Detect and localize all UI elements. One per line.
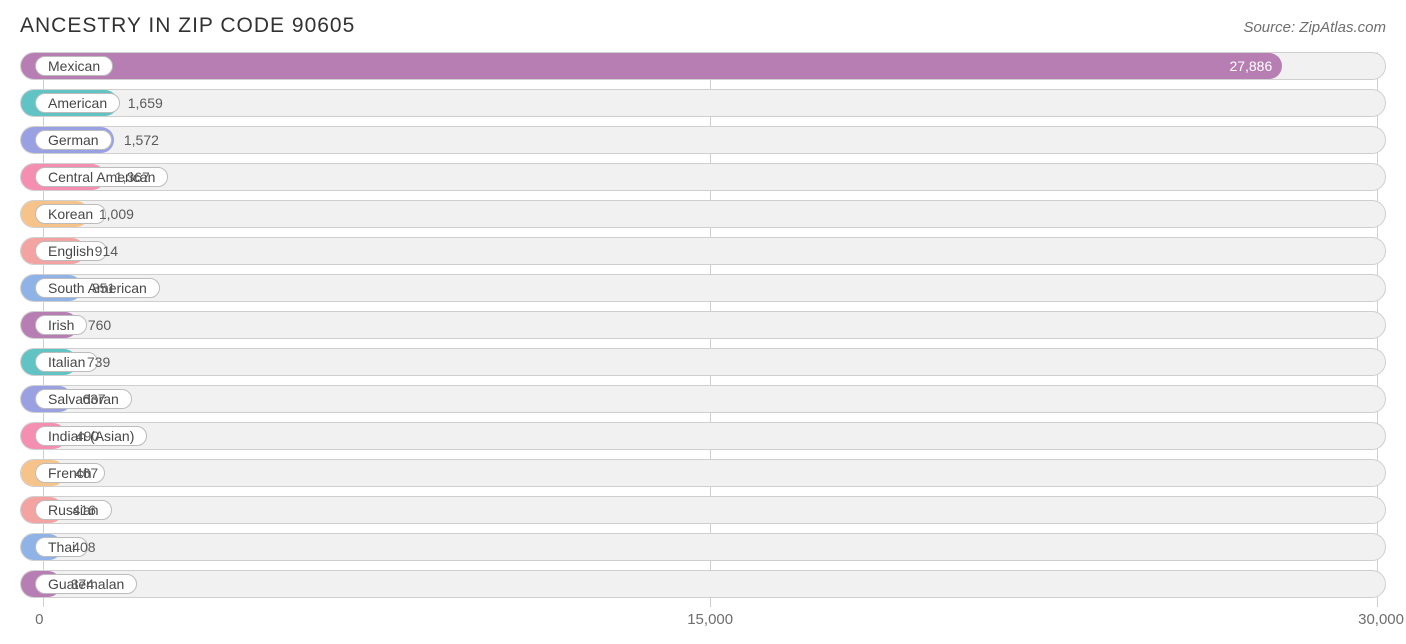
chart-header: ANCESTRY IN ZIP CODE 90605 Source: ZipAt… [16,10,1390,52]
category-pill: American [35,93,120,113]
category-label: Irish [48,315,74,335]
bar-track: Central American1,367 [20,163,1386,191]
bar-track: German 1,572 [20,126,1386,154]
value-label: 1,367 [115,169,150,185]
bar-row: Guatemalan374 [20,570,1386,598]
x-axis-tick: 15,000 [687,611,733,628]
value-label: 1,659 [128,95,163,111]
bar-track: Guatemalan374 [20,570,1386,598]
ancestry-chart: ANCESTRY IN ZIP CODE 90605 Source: ZipAt… [0,0,1406,644]
category-label: Italian [48,352,85,372]
bar-row: Salvadoran637 [20,385,1386,413]
bar-track: Russian416 [20,496,1386,524]
category-label: German [48,130,99,150]
bar-row: Russian416 [20,496,1386,524]
bar-row: Indian (Asian)490 [20,422,1386,450]
value-label: 27,886 [1229,58,1272,74]
value-label: 374 [71,576,94,592]
bar-row: American 1,659 [20,89,1386,117]
value-label: 490 [76,428,99,444]
bar-track: American 1,659 [20,89,1386,117]
value-label: 416 [73,502,96,518]
category-label: Thai [48,537,75,557]
bar-row: South American851 [20,274,1386,302]
chart-title: ANCESTRY IN ZIP CODE 90605 [20,14,355,38]
bar-track: English914 [20,237,1386,265]
bar-track: French467 [20,459,1386,487]
bar-row: French467 [20,459,1386,487]
bar-row: Central American1,367 [20,163,1386,191]
bar-track: Irish 760 [20,311,1386,339]
value-label: 1,572 [124,132,159,148]
value-label: 739 [87,354,110,370]
chart-x-axis: 015,00030,000 [16,607,1390,635]
chart-source: Source: ZipAtlas.com [1243,19,1386,36]
x-axis-tick: 0 [35,611,43,628]
bar-track: South American851 [20,274,1386,302]
category-label: Mexican [48,56,100,76]
category-pill: Irish [35,315,87,335]
bar-row: Mexican 27,886 [20,52,1386,80]
category-label: American [48,93,107,113]
bar-row: Thai408 [20,533,1386,561]
bar-row: Italian739 [20,348,1386,376]
bar-track: Thai408 [20,533,1386,561]
bar-row: German 1,572 [20,126,1386,154]
value-label: 851 [92,280,115,296]
category-pill: German [35,130,112,150]
value-label: 914 [95,243,118,259]
bar-track: Salvadoran637 [20,385,1386,413]
bar-row: Korean 1,009 [20,200,1386,228]
bar-row: English914 [20,237,1386,265]
value-label: 1,009 [99,206,134,222]
value-label: 637 [82,391,105,407]
bar-row: Irish 760 [20,311,1386,339]
category-pill: Mexican [35,56,113,76]
bar-track: Mexican 27,886 [20,52,1386,80]
value-label: 760 [88,317,111,333]
bar-track: Italian739 [20,348,1386,376]
bar-track: Indian (Asian)490 [20,422,1386,450]
value-label: 467 [75,465,98,481]
bar-fill [21,53,1282,79]
category-label: Korean [48,204,93,224]
x-axis-tick: 30,000 [1358,611,1404,628]
category-pill: Korean [35,204,106,224]
category-label: English [48,241,94,261]
bar-track: Korean 1,009 [20,200,1386,228]
chart-plot-area: Mexican 27,886 American 1,659 German 1,572 Cen… [20,52,1386,607]
value-label: 408 [72,539,95,555]
